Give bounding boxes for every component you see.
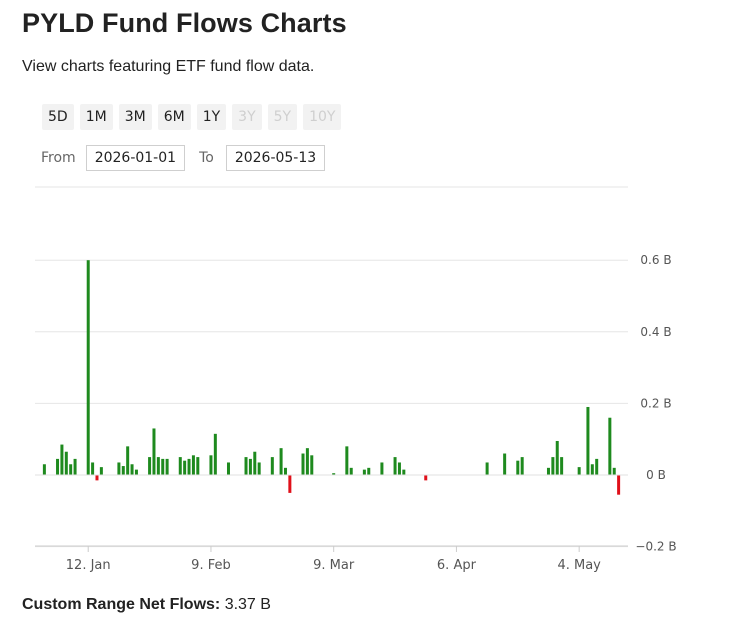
flow-bar (156, 457, 160, 475)
flow-bar (56, 458, 60, 475)
flow-bar (191, 455, 195, 475)
y-tick-label: −0.2 B (635, 540, 676, 554)
flow-bar (253, 451, 257, 475)
date-range-row: From 2026-01-01 To 2026-05-13 (41, 145, 326, 171)
y-tick-label: 0 B (646, 468, 666, 482)
flow-bar (126, 446, 130, 475)
range-button-6m[interactable]: 6M (157, 104, 191, 130)
flow-bar (516, 460, 520, 475)
flow-bar (305, 448, 309, 475)
flow-bar (121, 466, 125, 475)
flow-bar (608, 417, 612, 475)
flow-bar (301, 453, 305, 475)
flow-bar (42, 464, 46, 475)
flow-bar (503, 453, 507, 475)
flow-bar (270, 457, 274, 475)
flow-bar (612, 467, 616, 475)
x-tick-label: 4. May (557, 558, 601, 573)
flow-bar (213, 433, 217, 475)
flow-bar (288, 475, 292, 493)
flow-bar (187, 458, 191, 475)
flow-bar (367, 467, 371, 475)
flow-bar (73, 458, 77, 475)
flow-bar (196, 457, 200, 475)
flow-bar (226, 462, 230, 475)
flow-bar (244, 457, 248, 475)
flow-bar (279, 448, 283, 475)
range-selector: 5D 1M 3M 6M 1Y 3Y 5Y 10Y (42, 104, 342, 130)
x-tick-label: 9. Mar (313, 558, 355, 573)
flow-bar (117, 462, 121, 475)
page-subtitle: View charts featuring ETF fund flow data… (22, 58, 315, 75)
net-flows-value: 3.37 B (224, 596, 271, 613)
flow-bar (349, 467, 353, 475)
flow-bar (130, 464, 134, 475)
flow-bar (161, 458, 165, 475)
flow-bar (69, 464, 73, 475)
flow-bar (577, 467, 581, 475)
net-flows-label: Custom Range Net Flows: (22, 596, 221, 613)
flow-bar (590, 464, 594, 475)
x-tick-label: 9. Feb (191, 558, 231, 573)
from-date-input[interactable]: 2026-01-01 (85, 145, 186, 171)
flow-bar (283, 467, 287, 475)
flow-bar (546, 467, 550, 475)
flow-bar (99, 467, 103, 475)
to-date-input[interactable]: 2026-05-13 (225, 145, 326, 171)
flow-bar (402, 469, 406, 475)
flow-bar (551, 457, 555, 475)
flow-bar (332, 473, 336, 475)
flow-bar (555, 440, 559, 475)
flow-bar (60, 444, 64, 475)
flow-bar (95, 475, 99, 481)
flow-bar (183, 460, 187, 475)
flow-bar (178, 457, 182, 475)
x-tick-label: 12. Jan (66, 558, 111, 573)
flow-bar (586, 406, 590, 475)
flow-bar (148, 457, 152, 475)
flow-bar (91, 462, 95, 475)
flow-bar (617, 475, 621, 495)
flow-bar (165, 458, 169, 475)
range-button-3m[interactable]: 3M (118, 104, 152, 130)
flow-bar (520, 457, 524, 475)
flow-bar (595, 458, 599, 475)
flow-bar (380, 462, 384, 475)
x-tick-label: 6. Apr (437, 558, 477, 573)
range-button-5y: 5Y (267, 104, 298, 130)
flow-bar (257, 462, 261, 475)
flow-bar (209, 455, 213, 475)
flow-bar (345, 446, 349, 475)
page-title: PYLD Fund Flows Charts (22, 8, 347, 38)
range-button-1m[interactable]: 1M (79, 104, 113, 130)
y-tick-label: 0.6 B (640, 253, 671, 267)
flow-bar (485, 462, 489, 475)
flow-bar (310, 455, 314, 475)
flow-bar (248, 458, 252, 475)
flow-bar (152, 428, 156, 475)
flow-bar (64, 451, 68, 475)
fund-flows-chart: 0.6 B 0.4 B 0.2 B 0 B −0.2 B 12. Jan 9. Feb 9. … (35, 186, 677, 573)
range-button-1y[interactable]: 1Y (196, 104, 227, 130)
range-button-3y: 3Y (232, 104, 262, 130)
to-label: To (199, 150, 214, 166)
range-button-5d[interactable]: 5D (42, 104, 74, 130)
flow-bar (424, 475, 428, 481)
y-tick-label: 0.2 B (640, 396, 671, 410)
y-tick-label: 0.4 B (640, 325, 671, 339)
flow-bar (134, 469, 138, 475)
range-button-10y: 10Y (303, 104, 342, 130)
flow-bar (86, 260, 90, 475)
flow-bar (560, 457, 564, 475)
flow-bar (397, 462, 401, 475)
net-flows-summary: Custom Range Net Flows: 3.37 B (22, 596, 271, 614)
from-label: From (41, 150, 76, 166)
flow-bar (362, 469, 366, 475)
flow-bar (393, 457, 397, 475)
